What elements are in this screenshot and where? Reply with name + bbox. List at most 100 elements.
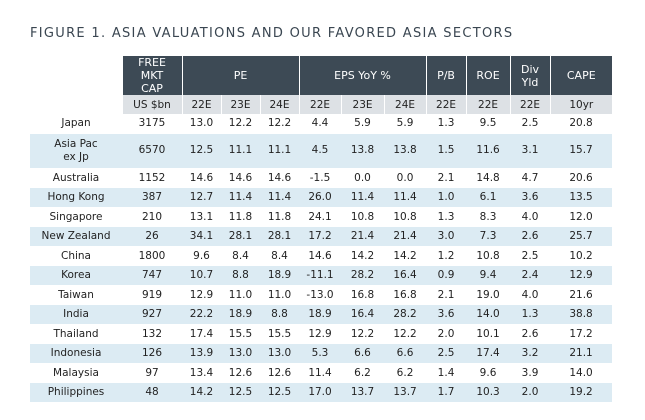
value-cell: 387 [122,187,182,208]
value-cell: 48 [122,382,182,403]
country-cell: Australia [30,168,122,188]
value-cell: 1.3 [426,114,467,134]
subheader-cell: 24E [383,95,427,114]
value-cell: 13.0 [182,114,221,134]
value-cell: 7.3 [466,226,511,247]
value-cell: 14.6 [221,168,260,188]
value-cell: 14.0 [550,363,613,383]
value-cell: 28.2 [384,304,427,325]
value-cell: 12.2 [341,324,385,344]
table-body: Japan 3175 13.0 12.2 12.2 4.4 5.9 5.9 1.3 9.5 2.5 2… [30,114,613,403]
value-cell: 3.6 [426,304,467,325]
value-cell: 11.4 [260,187,300,208]
country-label: China [61,249,91,262]
value-cell: 11.8 [221,207,260,227]
value-cell: 1.0 [426,187,467,208]
table-row: New Zealand 26 34.1 28.1 28.1 17.2 21.4 21.4 3.0… [30,226,613,247]
value-cell: 11.0 [221,285,260,305]
value-cell: 17.4 [182,324,221,344]
country-cell: Korea [30,265,122,286]
value-cell: 8.4 [260,246,300,266]
value-cell: 11.6 [466,133,511,169]
header-free-mkt-cap: FREE MKT CAP [121,56,182,95]
value-cell: 13.8 [341,133,385,169]
table-row: Thailand 132 17.4 15.5 15.5 12.9 12.2 12.2 2.0 10… [30,324,613,344]
country-cell: Malaysia [30,363,122,383]
valuations-table: FREE MKT CAP PE EPS YoY % P/B ROE Div Yl… [30,56,613,403]
subheader-row: US $bn 22E 23E 24E 22E 23E 24E 22E 22E 2… [30,95,613,114]
value-cell: 3175 [122,114,182,134]
value-cell: 13.5 [550,187,613,208]
value-cell: 12.9 [550,265,613,286]
value-cell: 1.3 [426,207,467,227]
value-cell: 2.5 [510,114,551,134]
value-cell: 5.9 [384,114,427,134]
value-cell: 3.6 [510,187,551,208]
value-cell: 3.2 [510,343,551,364]
value-cell: 17.2 [299,226,342,247]
value-cell: 14.6 [260,168,300,188]
value-cell: 12.6 [221,363,260,383]
value-cell: 2.1 [426,168,467,188]
value-cell: 8.4 [221,246,260,266]
table-row: Australia 1152 14.6 14.6 14.6 -1.5 0.0 0.0 2.1 14… [30,168,613,188]
value-cell: 6.2 [384,363,427,383]
value-cell: 10.8 [341,207,385,227]
value-cell: 11.4 [221,187,260,208]
value-cell: 1.3 [510,304,551,325]
value-cell: 97 [122,363,182,383]
subheader-cell: 22E [509,95,551,114]
value-cell: 2.6 [510,324,551,344]
value-cell: 20.8 [550,114,613,134]
value-cell: 14.2 [384,246,427,266]
country-label: New Zealand [41,230,111,243]
value-cell: 24.1 [299,207,342,227]
country-label: Thailand [53,327,99,340]
value-cell: 6.6 [341,343,385,364]
value-cell: 28.2 [341,265,385,286]
country-cell: Singapore [30,207,122,227]
value-cell: 6.1 [466,187,511,208]
country-label: Hong Kong [47,191,105,204]
value-cell: 15.5 [260,324,300,344]
value-cell: 4.4 [299,114,342,134]
value-cell: 2.1 [426,285,467,305]
country-label: Australia [52,171,100,184]
table-row: Hong Kong 387 12.7 11.4 11.4 26.0 11.4 11.4 1.0 6… [30,187,613,208]
subheader-blank [30,95,122,114]
value-cell: -1.5 [299,168,342,188]
value-cell: 15.5 [221,324,260,344]
value-cell: 6.2 [341,363,385,383]
value-cell: 13.1 [182,207,221,227]
subheader-cell: 24E [259,95,300,114]
value-cell: 12.7 [182,187,221,208]
table-row: Taiwan 919 12.9 11.0 11.0 -13.0 16.8 16.8 2.1 19.… [30,285,613,305]
header-blank [30,56,122,95]
value-cell: 9.6 [182,246,221,266]
value-cell: 12.9 [299,324,342,344]
value-cell: 9.4 [466,265,511,286]
header-cape: CAPE [549,56,613,95]
value-cell: 8.8 [221,265,260,286]
country-cell: Philippines [30,382,122,403]
value-cell: 21.6 [550,285,613,305]
value-cell: 10.8 [466,246,511,266]
value-cell: 12.5 [260,382,300,403]
value-cell: 11.0 [260,285,300,305]
value-cell: 12.6 [260,363,300,383]
header-row: FREE MKT CAP PE EPS YoY % P/B ROE Div Yl… [30,56,613,95]
value-cell: 10.1 [466,324,511,344]
value-cell: 919 [122,285,182,305]
value-cell: 5.9 [341,114,385,134]
value-cell: 4.0 [510,207,551,227]
value-cell: 0.0 [384,168,427,188]
country-cell: Asia Pac ex Jp [30,133,122,169]
table-row: Japan 3175 13.0 12.2 12.2 4.4 5.9 5.9 1.3 9.5 2.5 2… [30,114,613,134]
value-cell: 11.4 [384,187,427,208]
country-cell: Japan [30,114,122,134]
value-cell: 20.6 [550,168,613,188]
value-cell: 747 [122,265,182,286]
value-cell: 14.6 [299,246,342,266]
value-cell: 14.2 [182,382,221,403]
value-cell: 18.9 [260,265,300,286]
